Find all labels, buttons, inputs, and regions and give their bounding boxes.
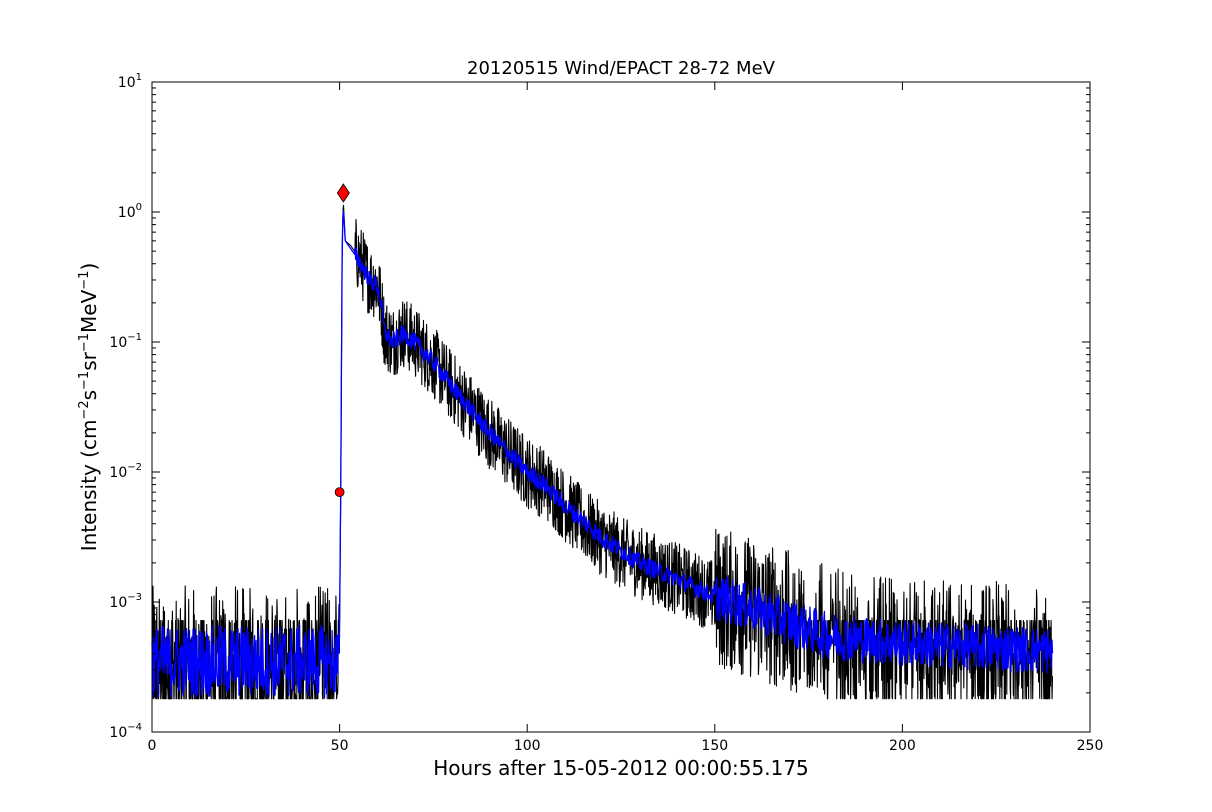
x-tick-label: 200 bbox=[889, 738, 916, 754]
y-label-prefix: Intensity (cm bbox=[77, 420, 101, 552]
x-tick-label: 50 bbox=[331, 738, 349, 754]
y-axis-label: Intensity (cm−2s−1sr−1MeV−1) bbox=[77, 263, 101, 552]
plot-frame bbox=[151, 81, 1091, 733]
x-tick-label: 100 bbox=[514, 738, 541, 754]
y-label-exp3: −1 bbox=[77, 333, 92, 352]
y-tick-label: 10−4 bbox=[109, 722, 142, 741]
x-tick-label: 250 bbox=[1077, 738, 1104, 754]
y-tick-base: 10 bbox=[109, 725, 127, 741]
marker-onset bbox=[334, 487, 345, 498]
y-label-suffix: ) bbox=[77, 263, 101, 271]
y-tick-exponent: −1 bbox=[127, 332, 142, 343]
y-label-exp4: −1 bbox=[77, 271, 92, 290]
x-tick-label: 0 bbox=[148, 738, 157, 754]
y-tick-label: 101 bbox=[118, 72, 142, 91]
data-layer bbox=[151, 183, 1054, 700]
y-tick-base: 10 bbox=[118, 205, 136, 221]
y-tick-base: 10 bbox=[109, 335, 127, 351]
y-tick-base: 10 bbox=[118, 75, 136, 91]
y-tick-exponent: 1 bbox=[136, 72, 142, 83]
chart-title: 20120515 Wind/EPACT 28-72 MeV bbox=[467, 58, 776, 79]
y-tick-exponent: 0 bbox=[136, 202, 142, 213]
y-tick-exponent: −3 bbox=[127, 592, 142, 603]
y-label-exp2: −1 bbox=[77, 371, 92, 390]
y-tick-base: 10 bbox=[109, 465, 127, 481]
y-tick-label: 100 bbox=[118, 202, 142, 221]
y-tick-label: 10−2 bbox=[109, 462, 142, 481]
y-tick-exponent: −2 bbox=[127, 462, 142, 473]
y-tick-label: 10−1 bbox=[109, 332, 142, 351]
y-label-unit4: MeV bbox=[77, 289, 101, 333]
marker-peak bbox=[336, 183, 350, 203]
y-label-unit2: s bbox=[77, 390, 101, 400]
y-tick-base: 10 bbox=[109, 595, 127, 611]
x-tick-label: 150 bbox=[701, 738, 728, 754]
series-line-1 bbox=[151, 210, 1054, 699]
y-tick-label: 10−3 bbox=[109, 592, 142, 611]
x-axis-label: Hours after 15-05-2012 00:00:55.175 bbox=[433, 756, 809, 780]
y-label-exp1: −2 bbox=[77, 400, 92, 419]
y-tick-exponent: −4 bbox=[127, 722, 142, 733]
y-label-unit3: sr bbox=[77, 351, 101, 370]
